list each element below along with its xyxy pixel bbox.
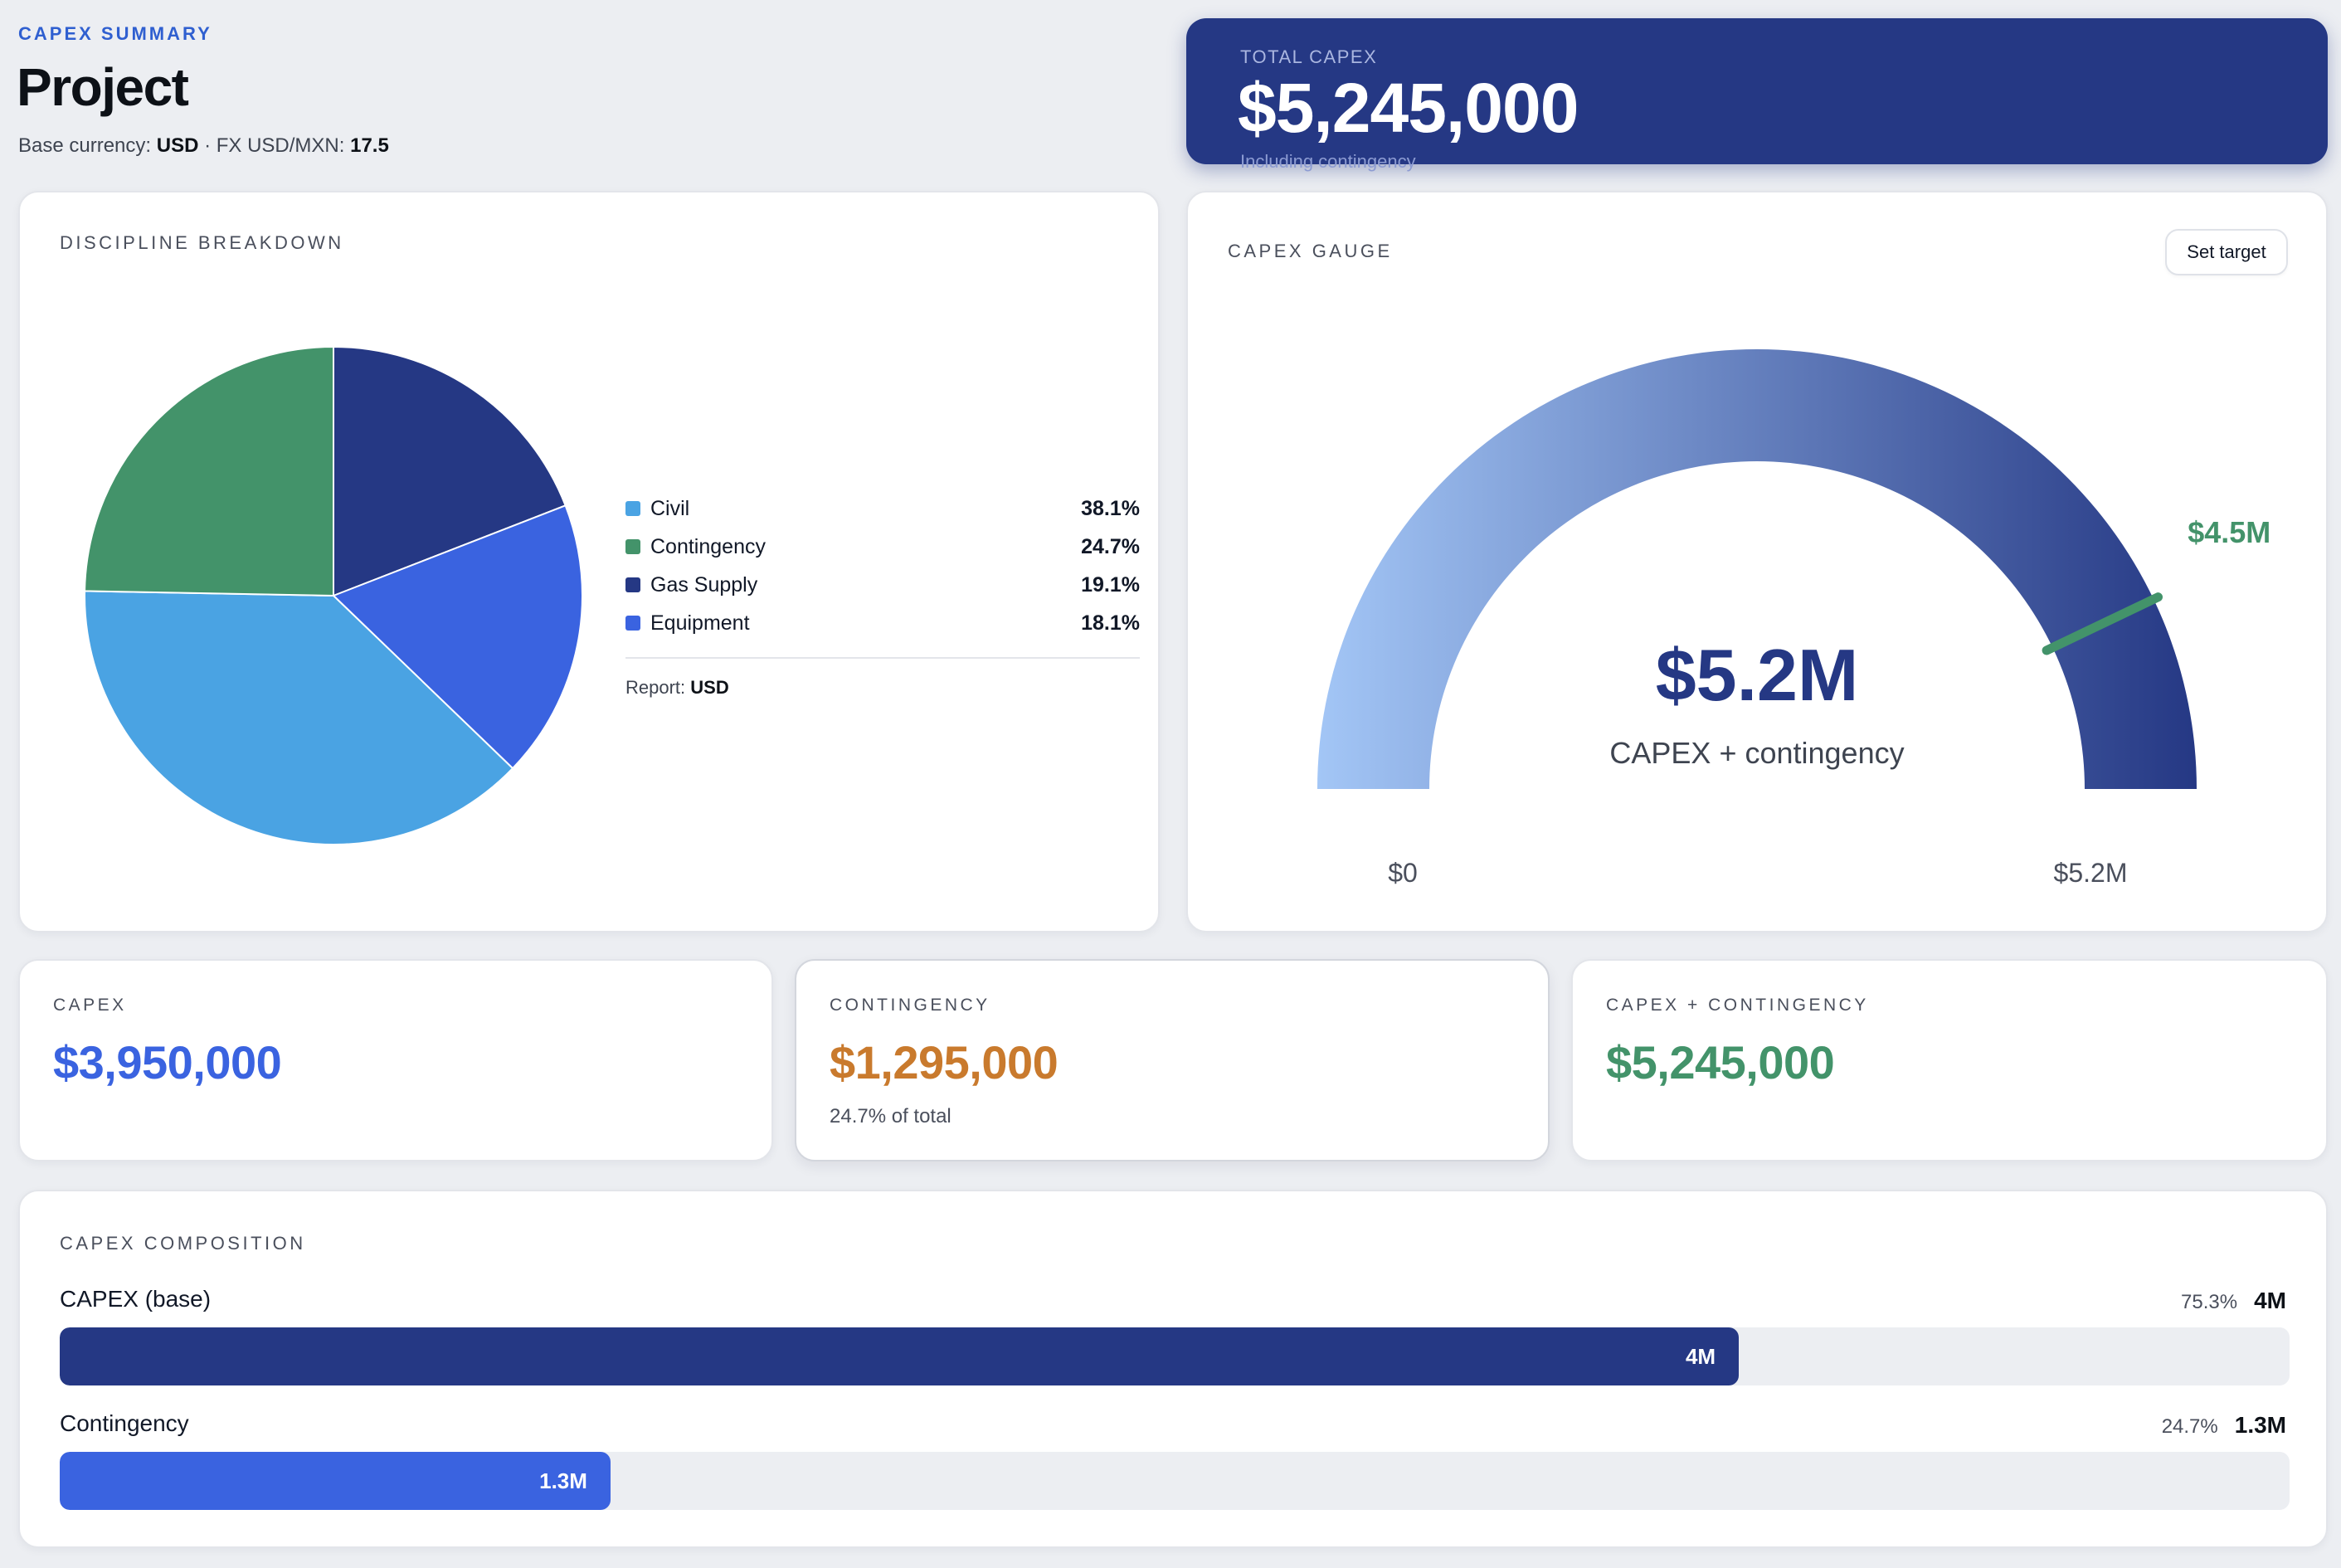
fx-rate-value: 17.5 xyxy=(350,134,389,157)
stat-card-capex: CAPEX $3,950,000 xyxy=(18,959,773,1161)
legend-pct: 19.1% xyxy=(1081,572,1140,597)
legend-report: Report: USD xyxy=(625,677,1140,699)
stat-label: CAPEX + CONTINGENCY xyxy=(1606,996,1869,1015)
total-capex-card: TOTAL CAPEX $5,245,000 Including conting… xyxy=(1186,18,2328,172)
composition-row-meta: 24.7% 1.3M xyxy=(2162,1412,2286,1439)
composition-row-amount: 1.3M xyxy=(2234,1412,2286,1438)
gauge-arc xyxy=(1317,349,2197,789)
gauge-value-label: $5.2M xyxy=(1656,634,1859,716)
legend-item: Gas Supply 19.1% xyxy=(625,566,1140,604)
composition-bar-label: 4M xyxy=(1685,1343,1716,1369)
composition-bar-fill: 4M xyxy=(60,1327,1740,1385)
total-capex-label: TOTAL CAPEX xyxy=(1240,46,1378,67)
composition-row-pct: 75.3% xyxy=(2181,1291,2238,1313)
legend-divider xyxy=(625,657,1140,659)
legend-swatch xyxy=(625,501,640,516)
discipline-breakdown-card: DISCIPLINE BREAKDOWN Civil 38.1% Contingen… xyxy=(18,191,1160,933)
legend-name: Civil xyxy=(650,496,690,520)
stat-card-total: CAPEX + CONTINGENCY $5,245,000 xyxy=(1571,959,2328,1161)
pie-slice-equipment xyxy=(332,504,583,770)
pie-slice-contingency xyxy=(84,345,334,597)
total-capex-note: Including contingency xyxy=(1240,151,1416,172)
composition-bar-label: 1.3M xyxy=(539,1468,587,1493)
capex-gauge-title: CAPEX GAUGE xyxy=(1228,241,1393,261)
legend-item: Civil 38.1% xyxy=(625,489,1140,528)
discipline-pie-chart xyxy=(84,345,583,845)
report-label: Report: xyxy=(625,677,686,698)
stat-value: $5,245,000 xyxy=(1606,1036,1835,1088)
total-capex-value: $5,245,000 xyxy=(1238,69,1579,147)
page-subtitle: Base currency: USD · FX USD/MXN: 17.5 xyxy=(18,134,389,158)
gauge-target-marker xyxy=(2042,592,2163,655)
base-currency-value: USD xyxy=(156,134,199,157)
legend-swatch xyxy=(625,539,640,554)
discipline-legend: Civil 38.1% Contingency 24.7% Gas Supply 19.1… xyxy=(625,489,1140,699)
base-currency-label: Base currency: xyxy=(18,134,152,157)
legend-swatch xyxy=(625,616,640,631)
discipline-breakdown-title: DISCIPLINE BREAKDOWN xyxy=(60,232,344,253)
legend-pct: 18.1% xyxy=(1081,611,1140,635)
legend-swatch xyxy=(625,577,640,592)
stat-label: CAPEX xyxy=(53,996,127,1015)
composition-row-pct: 24.7% xyxy=(2161,1415,2218,1438)
gauge-min-label: $0 xyxy=(1388,858,1418,888)
gauge-caption: CAPEX + contingency xyxy=(1609,736,1904,770)
page-kicker: CAPEX SUMMARY xyxy=(18,23,212,44)
gauge-max-label: $5.2M xyxy=(2054,858,2128,888)
legend-item: Contingency 24.7% xyxy=(625,528,1140,566)
composition-row-label: CAPEX (base) xyxy=(60,1286,212,1312)
composition-row-amount: 4M xyxy=(2254,1288,2286,1313)
legend-item: Equipment 18.1% xyxy=(625,604,1140,642)
legend-pct: 38.1% xyxy=(1081,496,1140,520)
stat-card-contingency: CONTINGENCY $1,295,000 24.7% of total xyxy=(795,959,1550,1161)
pie-slice-civil xyxy=(84,590,514,845)
composition-bar-track: 4M xyxy=(60,1327,2290,1385)
composition-row-label: Contingency xyxy=(60,1410,189,1436)
stat-value: $1,295,000 xyxy=(830,1036,1059,1088)
capex-gauge-card: CAPEX GAUGE Set target $4.5M $5.2M CAPEX… xyxy=(1186,191,2328,933)
page-title: Project xyxy=(17,57,189,117)
set-target-button[interactable]: Set target xyxy=(2165,229,2288,275)
capex-composition-title: CAPEX COMPOSITION xyxy=(60,1233,306,1254)
stat-value: $3,950,000 xyxy=(53,1036,282,1088)
stat-note: 24.7% of total xyxy=(830,1105,951,1127)
legend-pct: 24.7% xyxy=(1081,534,1140,558)
fx-label: · FX USD/MXN: xyxy=(204,134,345,157)
report-currency: USD xyxy=(690,677,729,698)
legend-name: Equipment xyxy=(650,611,750,635)
legend-name: Gas Supply xyxy=(650,572,758,597)
pie-slice-gas-supply xyxy=(333,345,567,597)
capex-gauge: $4.5M $5.2M CAPEX + contingency $0 $5.2M xyxy=(1317,349,2270,888)
capex-composition-card: CAPEX COMPOSITION CAPEX (base) 75.3% 4M … xyxy=(18,1190,2328,1548)
legend-name: Contingency xyxy=(650,534,766,558)
composition-bar-track: 1.3M xyxy=(60,1452,2290,1510)
composition-row-meta: 75.3% 4M xyxy=(2181,1288,2286,1314)
stat-label: CONTINGENCY xyxy=(830,996,990,1015)
gauge-target-label: $4.5M xyxy=(2188,515,2270,549)
composition-bar-fill: 1.3M xyxy=(60,1452,611,1510)
